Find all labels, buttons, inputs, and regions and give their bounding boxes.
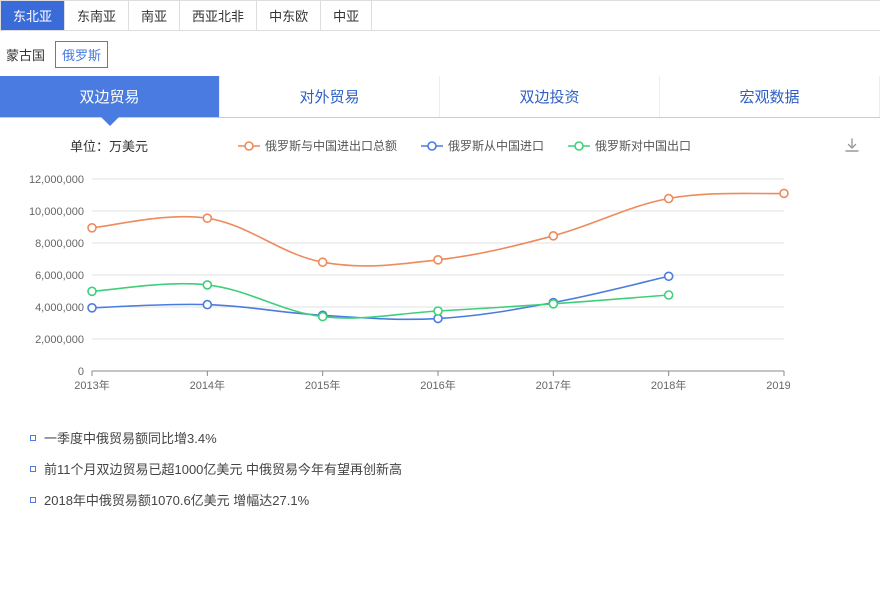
svg-text:6,000,000: 6,000,000 [35, 270, 84, 282]
tab-bilateral-investment[interactable]: 双边投资 [440, 76, 660, 117]
svg-text:8,000,000: 8,000,000 [35, 238, 84, 250]
bullet-icon [30, 466, 36, 472]
chart-header: 单位：万美元 俄罗斯与中国进出口总额 俄罗斯从中国进口 俄罗斯对中国出口 [70, 136, 860, 155]
tab-macro-data[interactable]: 宏观数据 [660, 76, 880, 117]
region-tab-central-eastern-europe[interactable]: 中东欧 [257, 1, 321, 30]
legend-label: 俄罗斯对中国出口 [595, 137, 691, 154]
chart-legend: 俄罗斯与中国进出口总额 俄罗斯从中国进口 俄罗斯对中国出口 [238, 137, 691, 154]
legend-label: 俄罗斯从中国进口 [448, 137, 544, 154]
chart-unit-label: 单位：万美元 [70, 136, 148, 155]
main-tabs: 双边贸易 对外贸易 双边投资 宏观数据 [0, 76, 880, 118]
tab-bilateral-trade[interactable]: 双边贸易 [0, 76, 220, 117]
chart-area: 单位：万美元 俄罗斯与中国进出口总额 俄罗斯从中国进口 俄罗斯对中国出口 0 2,00… [0, 118, 880, 402]
legend-label: 俄罗斯与中国进出口总额 [265, 137, 397, 154]
region-tab-southeast-asia[interactable]: 东南亚 [65, 1, 129, 30]
bullet-icon [30, 497, 36, 503]
news-text: 一季度中俄贸易额同比增3.4% [44, 428, 217, 447]
svg-text:2014年: 2014年 [190, 378, 225, 392]
svg-text:2015年: 2015年 [305, 378, 340, 392]
svg-text:2013年: 2013年 [74, 378, 109, 392]
legend-item[interactable]: 俄罗斯对中国出口 [568, 137, 691, 154]
news-text: 2018年中俄贸易额1070.6亿美元 增幅达27.1% [44, 490, 309, 509]
svg-text:4,000,000: 4,000,000 [35, 302, 84, 314]
legend-item[interactable]: 俄罗斯与中国进出口总额 [238, 137, 397, 154]
svg-text:2016年: 2016年 [420, 378, 455, 392]
download-icon[interactable] [844, 138, 860, 157]
region-tab-west-asia-north-africa[interactable]: 西亚北非 [180, 1, 257, 30]
bullet-icon [30, 435, 36, 441]
legend-marker-icon [238, 141, 260, 151]
legend-marker-icon [421, 141, 443, 151]
svg-text:0: 0 [78, 366, 84, 378]
svg-text:2018年: 2018年 [651, 378, 686, 392]
svg-text:2,000,000: 2,000,000 [35, 334, 84, 346]
chart-plot: 0 2,000,000 4,000,000 6,000,000 8,000,000 10,… [20, 173, 860, 402]
country-mongolia[interactable]: 蒙古国 [0, 42, 51, 67]
region-tabs: 东北亚 东南亚 南亚 西亚北非 中东欧 中亚 [0, 0, 880, 31]
news-item[interactable]: 一季度中俄贸易额同比增3.4% [30, 422, 850, 453]
news-text: 前11个月双边贸易已超1000亿美元 中俄贸易今年有望再创新高 [44, 459, 402, 478]
region-tab-northeast-asia[interactable]: 东北亚 [0, 1, 65, 30]
svg-text:10,000,000: 10,000,000 [29, 206, 84, 218]
legend-item[interactable]: 俄罗斯从中国进口 [421, 137, 544, 154]
svg-text:2017年: 2017年 [536, 378, 571, 392]
region-tab-central-asia[interactable]: 中亚 [321, 1, 372, 30]
svg-text:12,000,000: 12,000,000 [29, 174, 84, 186]
country-row: 蒙古国 俄罗斯 [0, 31, 880, 76]
country-russia[interactable]: 俄罗斯 [55, 41, 108, 68]
news-list: 一季度中俄贸易额同比增3.4% 前11个月双边贸易已超1000亿美元 中俄贸易今… [0, 402, 880, 529]
news-item[interactable]: 2018年中俄贸易额1070.6亿美元 增幅达27.1% [30, 484, 850, 515]
svg-text:2019年: 2019年 [766, 378, 790, 392]
tab-foreign-trade[interactable]: 对外贸易 [220, 76, 440, 117]
legend-marker-icon [568, 141, 590, 151]
news-item[interactable]: 前11个月双边贸易已超1000亿美元 中俄贸易今年有望再创新高 [30, 453, 850, 484]
region-tab-south-asia[interactable]: 南亚 [129, 1, 180, 30]
